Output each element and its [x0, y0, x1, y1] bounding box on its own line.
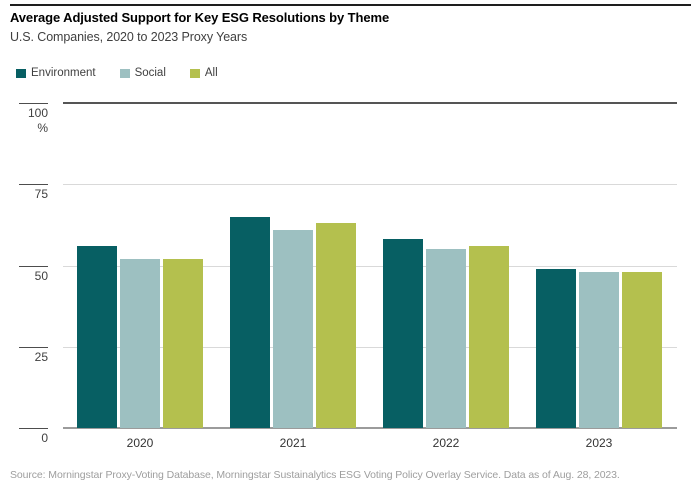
legend-label: All	[204, 67, 218, 79]
gridline-50	[63, 266, 677, 267]
bar-social-2023	[579, 272, 619, 428]
bar-environment-2021	[230, 217, 270, 428]
x-axis-label-2023: 2023	[585, 436, 613, 450]
chart-title: Average Adjusted Support for Key ESG Res…	[10, 10, 390, 25]
bar-all-2021	[316, 223, 356, 428]
bar-social-2022	[426, 249, 466, 428]
gridline-25	[63, 347, 677, 348]
bar-social-2020	[120, 259, 160, 428]
y-tick-100	[19, 103, 48, 104]
top-border-rule	[10, 4, 691, 6]
legend-item-social: Social	[119, 67, 166, 79]
y-axis-unit: %	[37, 121, 48, 135]
y-tick-label-50: 50	[34, 269, 48, 283]
y-tick-25	[19, 347, 48, 348]
y-tick-50	[19, 266, 48, 267]
legend-item-all: All	[189, 67, 218, 79]
bar-all-2023	[622, 272, 662, 428]
legend-swatch-social	[119, 68, 130, 78]
bar-all-2022	[469, 246, 509, 428]
bar-environment-2023	[536, 269, 576, 428]
y-tick-label-75: 75	[34, 187, 48, 201]
y-tick-label-100: 100%	[8, 106, 48, 136]
legend-label: Environment	[31, 67, 96, 79]
source-note: Source: Morningstar Proxy-Voting Databas…	[10, 469, 620, 481]
gridline-100	[63, 102, 677, 104]
x-axis-label-2021: 2021	[279, 436, 307, 450]
bar-all-2020	[163, 259, 203, 428]
gridline-75	[63, 184, 677, 185]
x-axis-baseline	[63, 427, 677, 429]
y-tick-label-0: 0	[41, 431, 48, 445]
bar-social-2021	[273, 230, 313, 428]
chart-subtitle: U.S. Companies, 2020 to 2023 Proxy Years	[10, 30, 248, 44]
legend-item-environment: Environment	[16, 67, 96, 79]
legend-swatch-environment	[16, 68, 26, 78]
bar-environment-2020	[77, 246, 117, 428]
x-axis-label-2022: 2022	[432, 436, 460, 450]
y-tick-0	[19, 428, 48, 429]
bar-environment-2022	[383, 239, 423, 428]
chart-legend: Environment Social All	[16, 67, 218, 79]
y-tick-75	[19, 184, 48, 185]
legend-swatch-all	[189, 68, 200, 78]
legend-label: Social	[134, 67, 166, 79]
y-tick-label-25: 25	[34, 350, 48, 364]
x-axis-label-2020: 2020	[126, 436, 154, 450]
